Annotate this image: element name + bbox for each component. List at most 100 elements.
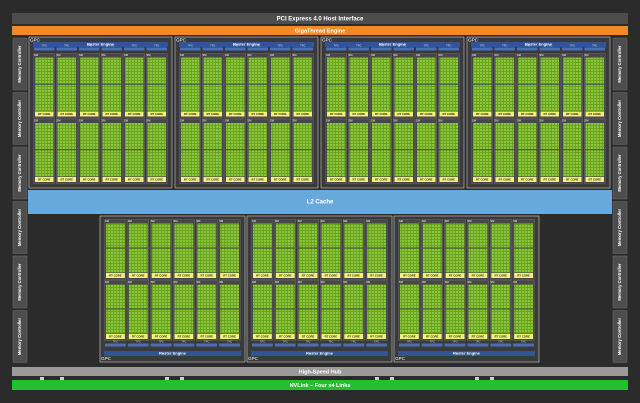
sm-label: SM [371,53,375,57]
tpc-bar [127,343,149,347]
rt-core-label: RT CORE [325,334,338,338]
cuda-cores [514,223,533,248]
memory-controller [612,310,628,363]
cuda-cores [220,309,239,334]
tpc-label: TPC [351,339,356,343]
memory-controller-label: Memory Controller [617,154,622,192]
cuda-cores [473,150,492,177]
cuda-cores [367,223,386,248]
sm-label: SM [321,219,325,223]
cuda-cores [174,223,194,248]
cuda-cores [468,223,488,248]
rt-core [203,111,222,117]
rt-core-label: RT CORE [521,177,534,181]
cuda-cores [495,57,514,84]
rt-core-label: RT CORE [494,334,507,338]
tpc-bar [101,47,122,51]
cuda-cores [181,150,200,177]
tpc-bar [472,47,493,51]
gpc-label: GPC [248,356,259,361]
rt-core-label: RT CORE [403,334,416,338]
rt-core-label: RT CORE [60,112,73,116]
tpc-label: TPC [379,43,384,47]
rt-core [128,334,148,339]
rt-core [125,177,144,182]
rt-core-label: RT CORE [256,273,269,277]
cuda-cores [128,284,148,309]
tpc-bar [343,343,365,347]
l2-cache [28,190,612,214]
cuda-cores [445,223,465,248]
rt-core-label: RT CORE [256,334,269,338]
tpc-label: TPC [255,43,260,47]
tpc-label: TPC [42,43,47,47]
cuda-cores [563,84,582,111]
rt-core [514,273,533,278]
rt-core [106,273,125,278]
cuda-cores [253,309,272,334]
memory-controller-label: Memory Controller [17,209,22,247]
cuda-cores [203,123,222,150]
sm-label: SM [394,119,398,123]
cuda-cores [57,57,76,84]
cuda-cores [518,150,537,177]
cuda-cores [293,84,312,111]
cuda-cores [147,57,166,84]
rt-core-label: RT CORE [397,177,410,181]
cuda-cores [298,248,318,273]
rt-core [349,177,368,182]
rt-core-label: RT CORE [105,112,118,116]
cuda-cores [514,309,533,334]
rt-core [400,334,419,339]
cuda-cores [585,123,604,150]
tpc-label: TPC [227,339,232,343]
sm-label: SM [275,219,279,223]
tpc-label: TPC [328,339,333,343]
rt-core-label: RT CORE [279,334,292,338]
gpc-label: GPC [468,38,479,43]
cuda-cores [468,309,488,334]
nvlink-bar [12,380,628,390]
rt-core-label: RT CORE [38,112,51,116]
memory-controller-label: Memory Controller [617,100,622,138]
rt-core-label: RT CORE [109,334,122,338]
cuda-cores [248,57,267,84]
cuda-cores [495,123,514,150]
cuda-cores [151,248,171,273]
sm-label: SM [562,119,566,123]
sm-label: SM [270,53,274,57]
rt-core-label: RT CORE [128,112,141,116]
tpc-bar [444,343,466,347]
rt-core [102,111,121,117]
cuda-cores [439,84,458,111]
cuda-cores [518,84,537,111]
tpc-label: TPC [407,339,412,343]
l2-cache-label: L2 Cache [307,200,334,206]
sm-label: SM [196,219,200,223]
rt-core [147,177,166,182]
rt-core [585,111,604,117]
tpc-bar [274,343,296,347]
tpc-label: TPC [502,43,507,47]
cuda-cores [125,84,144,111]
raster-engine [471,42,606,47]
rt-core [106,334,125,339]
cuda-cores [439,123,458,150]
cuda-cores [327,57,346,84]
rt-core [367,334,386,339]
sm-label: SM [495,53,499,57]
rt-core-label: RT CORE [476,112,489,116]
cuda-cores [327,123,346,150]
cuda-cores [35,150,54,177]
nvlink-label: NVLink – Four x4 Links [290,383,351,389]
sm-label: SM [124,119,128,123]
memory-controller-label: Memory Controller [17,154,22,192]
rt-core [57,177,76,182]
raster-engine-label: Raster Engine [525,42,553,47]
cuda-cores [271,57,290,84]
rt-core-label: RT CORE [566,177,579,181]
memory-controller [612,201,628,254]
cuda-cores [394,150,413,177]
cuda-cores [585,84,604,111]
